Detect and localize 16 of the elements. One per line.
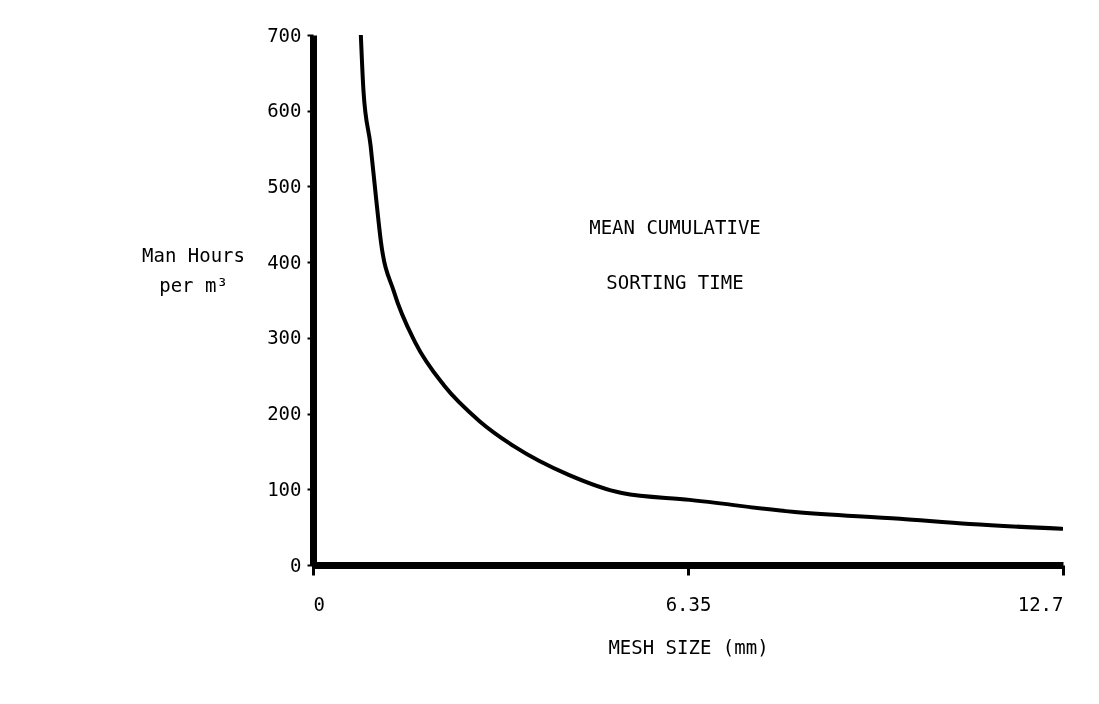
annotation: MEAN CUMULATIVE bbox=[589, 216, 761, 238]
line-series bbox=[358, 35, 1063, 531]
y-tick-label: 100 bbox=[267, 477, 302, 500]
x-axis-title: MESH SIZE (mm) bbox=[608, 635, 769, 658]
x-tick-label: 6.35 bbox=[665, 592, 712, 615]
y-tick-label: 600 bbox=[267, 99, 302, 122]
annotation: SORTING TIME bbox=[606, 271, 744, 293]
y-tick-label: 200 bbox=[267, 402, 302, 425]
y-tick-label: 0 bbox=[290, 553, 302, 576]
y-tick-label: 400 bbox=[267, 250, 302, 273]
y-tick-label: 700 bbox=[267, 23, 302, 46]
y-tick-label: 300 bbox=[267, 326, 302, 349]
y-axis-title: Man Hours per m³ bbox=[142, 243, 245, 296]
y-tick-label: 500 bbox=[267, 174, 302, 197]
x-tick-label: 12.7 bbox=[1017, 592, 1064, 615]
x-tick-label: 0 bbox=[313, 592, 325, 615]
